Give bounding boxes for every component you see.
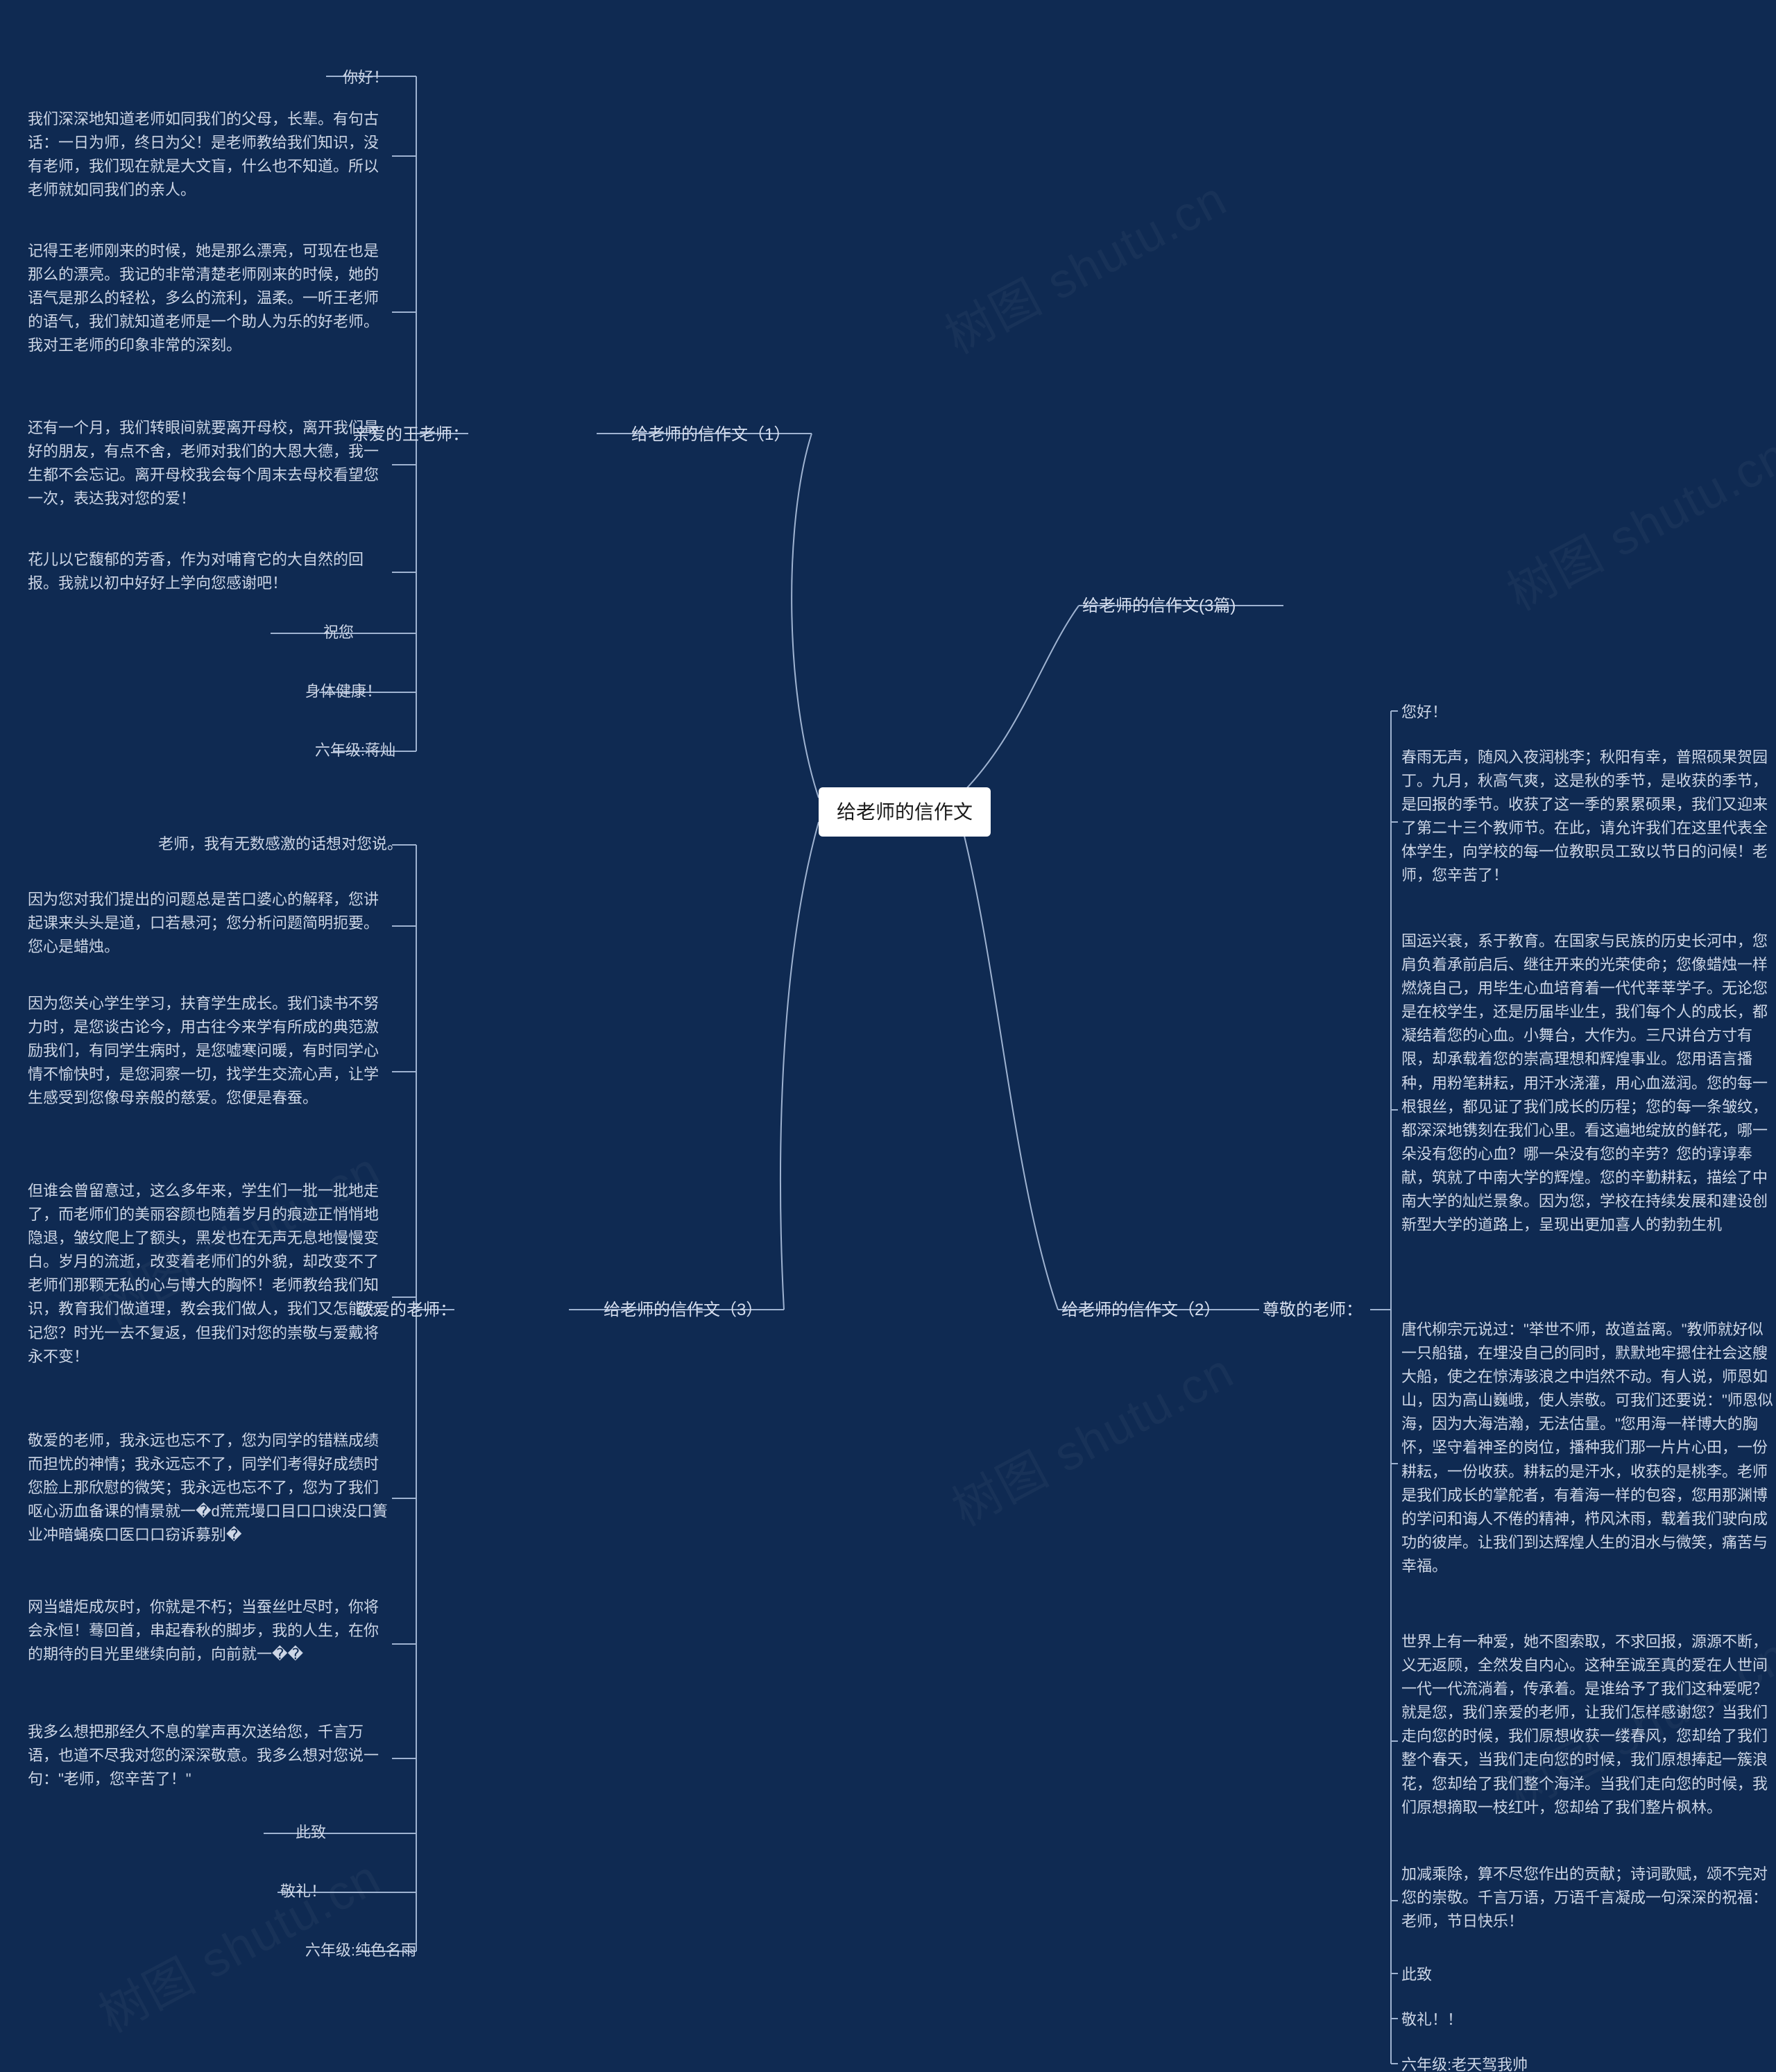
- leaf: 您好！: [1401, 701, 1526, 724]
- branch-label-2: 给老师的信作文（2）: [1061, 1297, 1220, 1323]
- leaf: 但谁会曾留意过，这么多年来，学生们一批一批地走了，而老师们的美丽容颜也随着岁月的…: [28, 1179, 388, 1369]
- leaf: 身体健康！: [229, 680, 382, 703]
- leaf: 敬爱的老师，我永远也忘不了，您为同学的错糕成绩而担忧的神情；我永远忘不了，同学们…: [28, 1429, 388, 1547]
- leaf: 网当蜡炬成灰时，你就是不朽；当蚕丝吐尽时，你将会永恒！蓦回首，串起春秋的脚步，我…: [28, 1595, 388, 1666]
- watermark: 树图 shutu.cn: [1493, 417, 1776, 624]
- leaf: 国运兴衰，系于教育。在国家与民族的历史长河中，您肩负着承前启后、继往开来的光荣使…: [1401, 930, 1776, 1237]
- leaf: 世界上有一种爱，她不图索取，不求回报，源源不断，义无返顾，全然发自内心。这种至诚…: [1401, 1630, 1776, 1820]
- leaf: 因为您关心学生学习，扶育学生成长。我们读书不努力时，是您谈古论今，用古往今来学有…: [28, 992, 388, 1110]
- watermark: 树图 shutu.cn: [931, 160, 1237, 368]
- leaf: 六年级:老天驾我帅: [1401, 2053, 1623, 2072]
- branch-label-1: 给老师的信作文（1）: [631, 422, 790, 447]
- mindmap-top-label: 给老师的信作文(3篇): [1082, 593, 1236, 619]
- leaf: 唐代柳宗元说过："举世不师，故道益离。"教师就好似一只船锚，在埋没自己的同时，默…: [1401, 1318, 1776, 1578]
- leaf: 我们深深地知道老师如同我们的父母，长辈。有句古话：一日为师，终日为父！是老师教给…: [28, 108, 388, 202]
- leaf: 敬礼！！: [1401, 2008, 1526, 2032]
- leaf: 此致: [1401, 1963, 1505, 1987]
- leaf: 因为您对我们提出的问题总是苦口婆心的解释，您讲起课来头头是道，口若悬河；您分析问…: [28, 888, 388, 959]
- branch-salutation-2: 尊敬的老师：: [1263, 1297, 1363, 1323]
- leaf: 你好！: [264, 66, 388, 89]
- leaf: 加减乘除，算不尽您作出的贡献；诗词歌赋，颂不完对您的崇敬。千言万语，万语千言凝成…: [1401, 1863, 1776, 1933]
- branch-label-3: 给老师的信作文（3）: [604, 1297, 762, 1323]
- leaf: 老师，我有无数感激的话想对您说。: [97, 832, 402, 856]
- leaf: 此致: [222, 1821, 326, 1844]
- leaf: 六年级:蒋灿: [229, 739, 395, 762]
- watermark: 树图 shutu.cn: [938, 1333, 1244, 1540]
- leaf: 六年级:纯色名雨: [222, 1939, 416, 1962]
- leaf: 祝您: [229, 621, 354, 644]
- leaf: 还有一个月，我们转眼间就要离开母校，离开我们最好的朋友，有点不舍，老师对我们的大…: [28, 416, 388, 511]
- mindmap-root: 给老师的信作文: [819, 787, 991, 837]
- leaf: 记得王老师刚来的时候，她是那么漂亮，可现在也是那么的漂亮。我记的非常清楚老师刚来…: [28, 239, 388, 357]
- leaf: 春雨无声，随风入夜润桃李；秋阳有幸，普照硕果贺园丁。九月，秋高气爽，这是秋的季节…: [1401, 746, 1776, 888]
- leaf: 我多么想把那经久不息的掌声再次送给您，千言万语，也道不尽我对您的深深敬意。我多么…: [28, 1720, 388, 1791]
- leaf: 敬礼！: [222, 1880, 326, 1903]
- leaf: 花儿以它馥郁的芳香，作为对哺育它的大自然的回报。我就以初中好好上学向您感谢吧！: [28, 548, 388, 595]
